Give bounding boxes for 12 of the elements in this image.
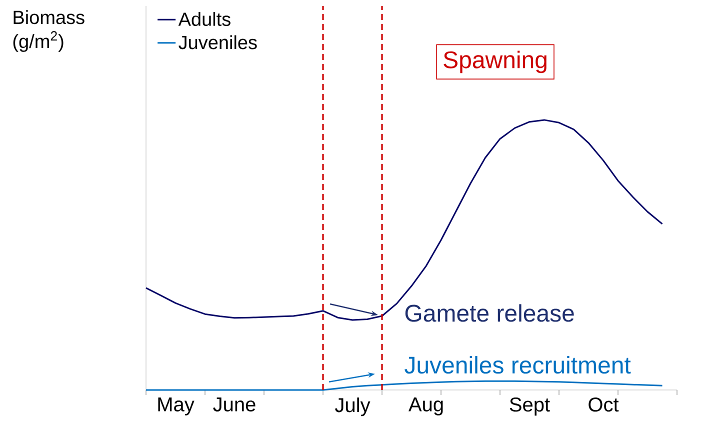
x-tick-label: Aug — [408, 398, 443, 416]
x-tick-label: Sept — [510, 398, 550, 416]
legend-label: Juveniles — [178, 35, 257, 50]
x-tick-label: July — [335, 397, 370, 416]
x-tick-label: May — [158, 398, 194, 416]
annotation: Juveniles recruitment — [404, 356, 631, 374]
legend-label: Adults — [178, 12, 230, 26]
x-tick-label: Oct — [588, 398, 619, 412]
y-axis-title: Biomass (g/m$^{2}$) — [13, 10, 84, 52]
x-tick-label: June — [213, 398, 256, 412]
text: Spawning — [444, 50, 546, 74]
annotation: Gamete release — [405, 304, 574, 322]
